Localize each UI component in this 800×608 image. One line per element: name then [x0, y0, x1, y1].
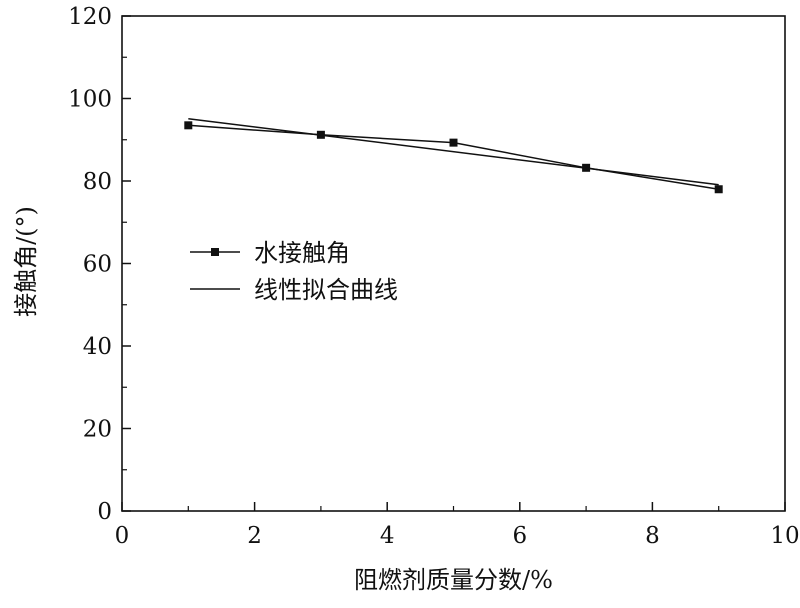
x-tick-label: 4	[380, 523, 395, 549]
plot-area	[121, 15, 786, 512]
data-point-marker	[449, 138, 458, 147]
x-tick-label: 0	[115, 523, 130, 549]
y-axis: 0 20 40 60 80 100 120	[68, 4, 131, 525]
plot-frame	[121, 15, 786, 512]
x-tick-label: 6	[512, 523, 527, 549]
series-line-water-contact-angle	[188, 124, 719, 191]
y-tick-label: 80	[83, 169, 112, 195]
series-line-linear-fit	[188, 117, 719, 186]
y-tick-label: 60	[83, 252, 112, 278]
y-tick-label: 40	[83, 334, 112, 360]
legend-label-water-contact-angle: 水接触角	[254, 239, 350, 267]
y-tick-label: 0	[97, 499, 112, 525]
series-layer	[184, 117, 723, 194]
y-tick-label: 20	[83, 417, 112, 443]
x-tick-label: 8	[645, 523, 660, 549]
data-point-marker	[184, 121, 193, 130]
legend-sample-marker-water	[211, 248, 219, 256]
x-axis-title: 阻燃剂质量分数/%	[354, 566, 553, 594]
x-axis: 0 2 4 6 8 10	[115, 502, 800, 549]
legend-label-linear-fit: 线性拟合曲线	[254, 276, 398, 304]
y-axis-title: 接触角/(°)	[12, 206, 40, 317]
data-point-marker	[714, 185, 723, 194]
x-tick-label: 2	[247, 523, 262, 549]
x-tick-label: 10	[770, 523, 799, 549]
legend: 水接触角 线性拟合曲线	[190, 239, 398, 304]
y-tick-label: 120	[68, 4, 112, 30]
y-tick-label: 100	[68, 87, 112, 113]
